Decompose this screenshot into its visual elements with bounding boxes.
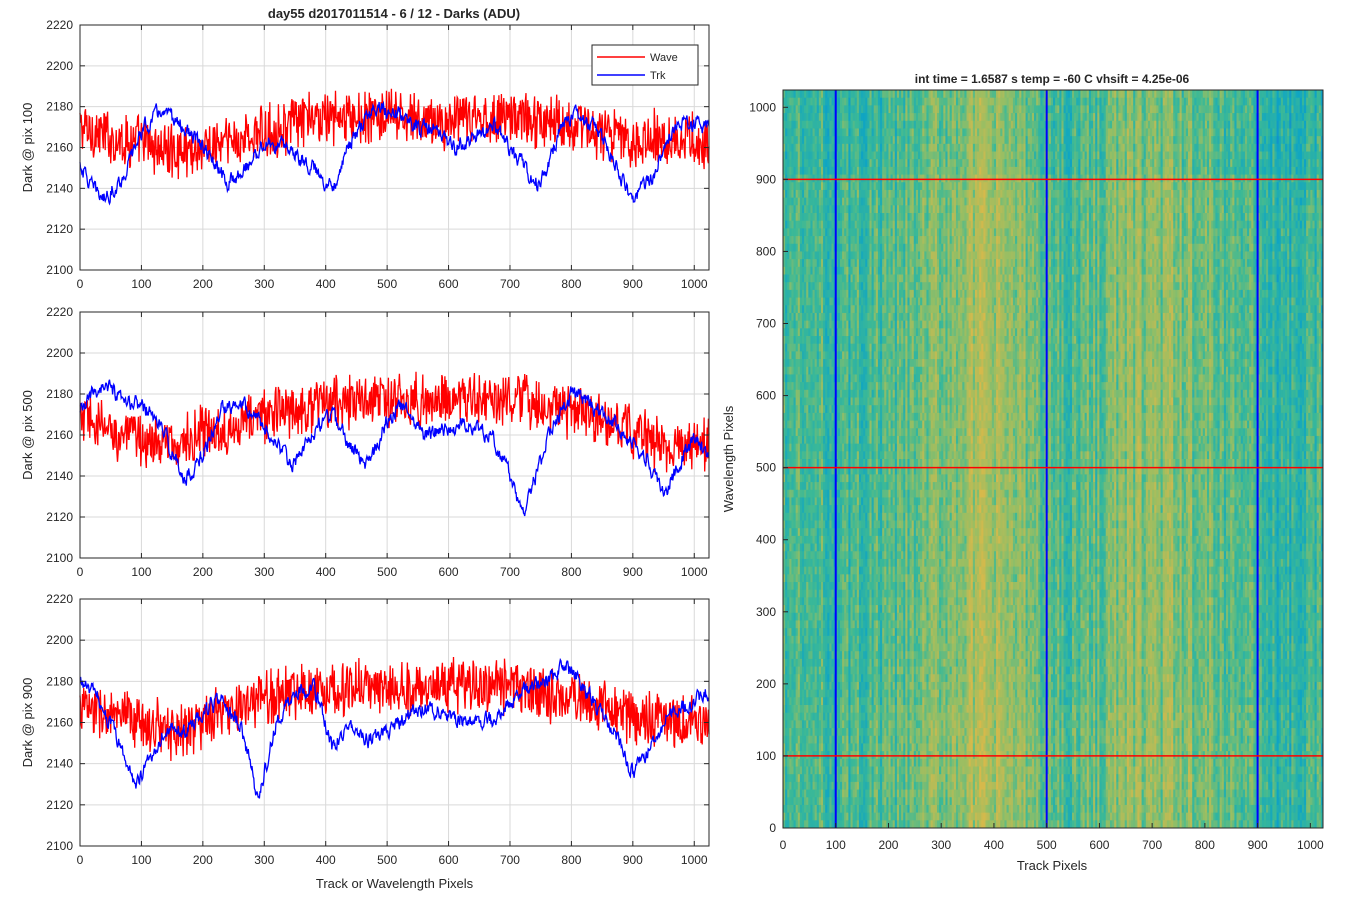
x-tick-label: 700 [500, 565, 520, 579]
x-tick-label: 700 [500, 853, 520, 867]
x-tick-label: 200 [193, 853, 213, 867]
x-tick-label: 1000 [681, 565, 708, 579]
x-tick-label: 100 [131, 853, 151, 867]
x-tick-label: 600 [439, 565, 459, 579]
y-axis-label: Dark @ pix 100 [20, 103, 35, 193]
y-tick-label: 2220 [46, 18, 73, 32]
y-axis-label: Dark @ pix 900 [20, 678, 35, 768]
x-tick-label: 700 [500, 277, 520, 291]
heatmap-panel: int time = 1.6587 s temp = -60 C vhsift … [721, 72, 1324, 873]
x-tick-label: 300 [254, 565, 274, 579]
y-tick-label: 2160 [46, 716, 73, 730]
x-tick-label: 0 [77, 277, 84, 291]
x-tick-label: 200 [193, 565, 213, 579]
y-tick-label: 2180 [46, 100, 73, 114]
x-tick-label: 1000 [681, 277, 708, 291]
y-tick-label: 2200 [46, 346, 73, 360]
y-tick-label: 2100 [46, 551, 73, 565]
x-tick-label: 400 [316, 565, 336, 579]
y-tick-label: 2220 [46, 305, 73, 319]
y-tick-label: 2140 [46, 181, 73, 195]
heatmap-title: int time = 1.6587 s temp = -60 C vhsift … [915, 72, 1190, 86]
y-tick-label: 2120 [46, 510, 73, 524]
heatmap-image [783, 90, 1323, 828]
y-tick-label: 2100 [46, 263, 73, 277]
line-panel-pix-500: 0 100 200 300 400 500 600 700 800 900 1000 2100 2120… [20, 305, 709, 579]
x-tick-label: 500 [377, 277, 397, 291]
y-tick-label: 2160 [46, 428, 73, 442]
x-tick-label: 600 [439, 277, 459, 291]
y-tick-label: 2100 [46, 839, 73, 853]
legend-label-wave: Wave [650, 52, 678, 64]
x-tick-label: 500 [377, 565, 397, 579]
x-tick-label: 500 [377, 853, 397, 867]
y-tick-label: 2180 [46, 387, 73, 401]
x-tick-label: 1000 [681, 853, 708, 867]
x-tick-label: 900 [623, 853, 643, 867]
x-axis-label: Track or Wavelength Pixels [316, 876, 474, 891]
x-tick-label: 600 [439, 853, 459, 867]
x-tick-label: 300 [254, 277, 274, 291]
y-tick-label: 2160 [46, 141, 73, 155]
x-tick-label: 800 [561, 277, 581, 291]
x-tick-label: 800 [561, 853, 581, 867]
x-tick-label: 200 [193, 277, 213, 291]
legend-box [592, 45, 698, 85]
x-tick-label: 0 [77, 853, 84, 867]
y-axis-label: Dark @ pix 500 [20, 390, 35, 480]
y-tick-label: 2180 [46, 674, 73, 688]
x-tick-label: 800 [561, 565, 581, 579]
x-tick-label: 0 [77, 565, 84, 579]
x-tick-label: 900 [623, 277, 643, 291]
x-tick-label: 300 [254, 853, 274, 867]
x-tick-label: 400 [316, 853, 336, 867]
legend: Wave Trk [592, 45, 698, 85]
y-tick-label: 2140 [46, 469, 73, 483]
x-tick-label: 100 [131, 565, 151, 579]
y-tick-label: 2140 [46, 757, 73, 771]
y-tick-label: 2200 [46, 633, 73, 647]
y-tick-label: 2200 [46, 59, 73, 73]
y-tick-label: 2220 [46, 592, 73, 606]
y-tick-label: 2120 [46, 222, 73, 236]
x-tick-label: 100 [131, 277, 151, 291]
y-tick-label: 2120 [46, 798, 73, 812]
figure-title: day55 d2017011514 - 6 / 12 - Darks (ADU) [268, 6, 520, 21]
x-tick-label: 400 [316, 277, 336, 291]
line-panel-pix-900: 0 100 200 300 400 500 600 700 800 900 1000 2100 2120… [20, 592, 709, 891]
x-tick-label: 900 [623, 565, 643, 579]
legend-label-trk: Trk [650, 70, 666, 82]
